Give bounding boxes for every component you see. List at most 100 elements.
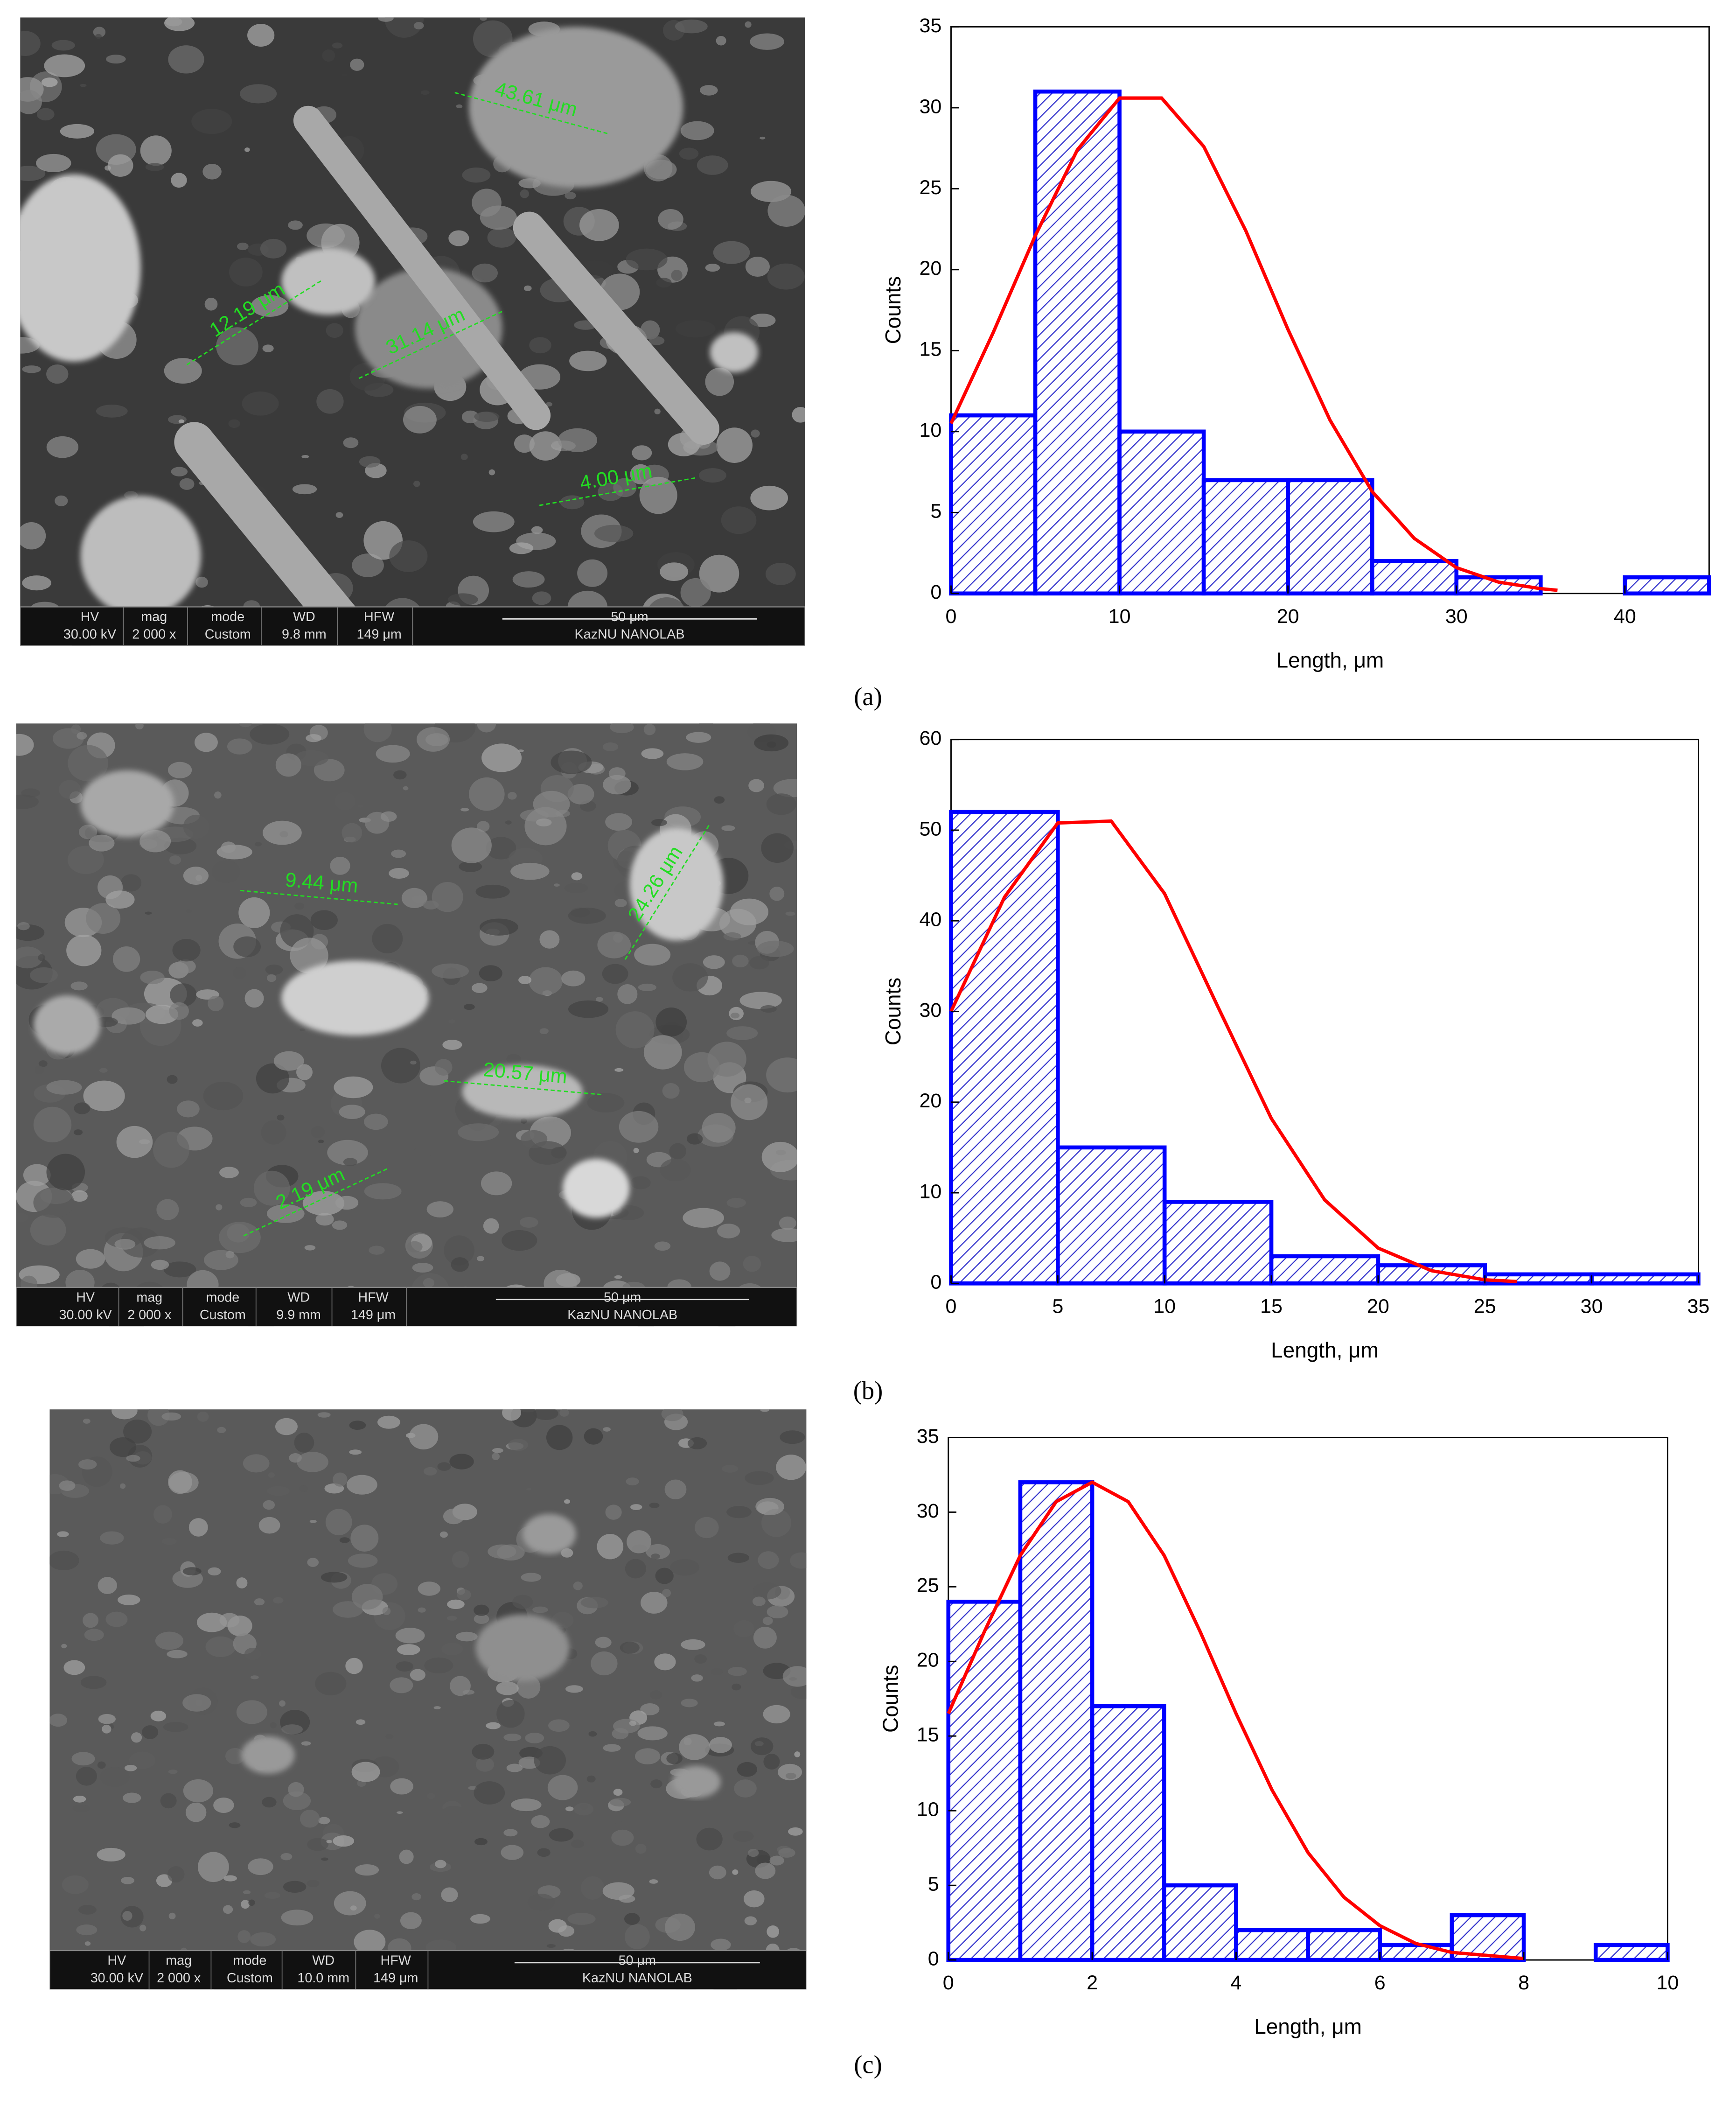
info-header: mag bbox=[166, 1953, 192, 1968]
grain bbox=[785, 1772, 796, 1779]
particle bbox=[20, 174, 141, 362]
x-tick-label: 4 bbox=[1230, 1972, 1241, 1994]
grain bbox=[496, 1700, 525, 1728]
grain bbox=[20, 522, 46, 550]
histogram-chart: 0 5 10 15 20 25 30 35 0 2 4 6 8 10 Length, μm Counts bbox=[878, 1425, 1679, 2039]
grain bbox=[339, 1105, 365, 1119]
y-tick-label: 20 bbox=[920, 1090, 942, 1112]
grain bbox=[413, 1147, 431, 1161]
grain bbox=[617, 984, 638, 1004]
grain bbox=[614, 899, 627, 907]
grain bbox=[272, 1597, 284, 1604]
grain bbox=[788, 1827, 803, 1836]
grain bbox=[609, 723, 634, 734]
grain bbox=[318, 1817, 330, 1825]
grain bbox=[397, 1644, 420, 1656]
bar bbox=[949, 413, 1038, 596]
grain bbox=[191, 109, 232, 134]
grain bbox=[315, 1213, 334, 1226]
grain bbox=[727, 1553, 750, 1563]
grain bbox=[348, 1553, 378, 1568]
grain bbox=[98, 1714, 116, 1724]
y-tick-label: 10 bbox=[920, 419, 942, 441]
x-tick-label: 2 bbox=[1087, 1972, 1098, 1994]
x-tick-label: 10 bbox=[1153, 1295, 1176, 1317]
grain bbox=[396, 1661, 414, 1672]
grain bbox=[558, 1925, 575, 1937]
grain bbox=[307, 1558, 319, 1567]
grain bbox=[129, 1751, 156, 1769]
grain bbox=[223, 1875, 237, 1882]
grain bbox=[296, 1064, 313, 1080]
scale-label: 50 μm bbox=[604, 1290, 641, 1305]
grain bbox=[250, 1932, 276, 1947]
grain bbox=[216, 327, 258, 365]
fit-curve bbox=[947, 1480, 1524, 1960]
grain bbox=[443, 1508, 465, 1525]
grain bbox=[78, 1459, 97, 1470]
grain bbox=[38, 954, 46, 961]
grain bbox=[333, 1835, 355, 1847]
grain bbox=[475, 1757, 495, 1772]
grain bbox=[472, 189, 502, 217]
grain bbox=[649, 1879, 658, 1884]
grain bbox=[262, 1797, 277, 1808]
grain bbox=[602, 742, 619, 751]
grain bbox=[655, 1008, 687, 1037]
fit-curve bbox=[949, 96, 1558, 592]
grain bbox=[745, 257, 770, 277]
grain bbox=[752, 1596, 766, 1606]
scale-label: 50 μm bbox=[619, 1953, 656, 1968]
grain bbox=[260, 238, 287, 259]
grain bbox=[22, 575, 51, 591]
grain bbox=[117, 1595, 140, 1605]
grain bbox=[66, 934, 102, 966]
lab-label: KazNU NANOLAB bbox=[567, 1308, 677, 1322]
y-tick-label: 15 bbox=[920, 338, 942, 361]
x-tick-label: 35 bbox=[1687, 1295, 1709, 1317]
grain bbox=[767, 195, 805, 227]
grain bbox=[765, 563, 796, 585]
x-tick-label: 0 bbox=[946, 1295, 957, 1317]
grain bbox=[744, 1916, 757, 1925]
grain bbox=[486, 837, 516, 860]
grain bbox=[321, 1572, 348, 1583]
y-tick-label: 5 bbox=[930, 500, 941, 523]
grain bbox=[197, 1411, 209, 1422]
grain bbox=[33, 1106, 72, 1143]
grain bbox=[462, 167, 491, 183]
grain bbox=[121, 1876, 134, 1884]
grain bbox=[721, 1465, 739, 1473]
grain bbox=[334, 1891, 366, 1916]
grain bbox=[374, 1914, 380, 1919]
grain bbox=[219, 1167, 239, 1178]
grain bbox=[120, 1483, 126, 1489]
measure-line bbox=[624, 823, 711, 960]
grain bbox=[655, 1567, 674, 1584]
grain bbox=[721, 506, 757, 534]
grain bbox=[754, 734, 789, 752]
grain bbox=[669, 1143, 686, 1160]
grain bbox=[16, 734, 34, 756]
grain bbox=[767, 1605, 788, 1619]
y-tick-label: 0 bbox=[930, 1271, 941, 1294]
grain bbox=[761, 1509, 792, 1537]
grain bbox=[662, 1588, 671, 1597]
grain bbox=[49, 1714, 67, 1727]
grain bbox=[20, 31, 41, 56]
grain bbox=[35, 1065, 44, 1075]
bar bbox=[1286, 478, 1374, 596]
info-value: 30.00 kV bbox=[59, 1308, 112, 1322]
grain bbox=[603, 1744, 621, 1752]
grain bbox=[168, 1770, 178, 1774]
grain bbox=[518, 976, 532, 985]
grain bbox=[517, 749, 524, 752]
grain bbox=[662, 1083, 680, 1099]
info-header: HV bbox=[76, 1290, 95, 1305]
grain bbox=[717, 1224, 740, 1238]
grain bbox=[322, 49, 335, 62]
grain bbox=[71, 1190, 88, 1202]
grain bbox=[29, 967, 58, 983]
grain bbox=[95, 34, 102, 39]
grain bbox=[434, 1860, 446, 1868]
